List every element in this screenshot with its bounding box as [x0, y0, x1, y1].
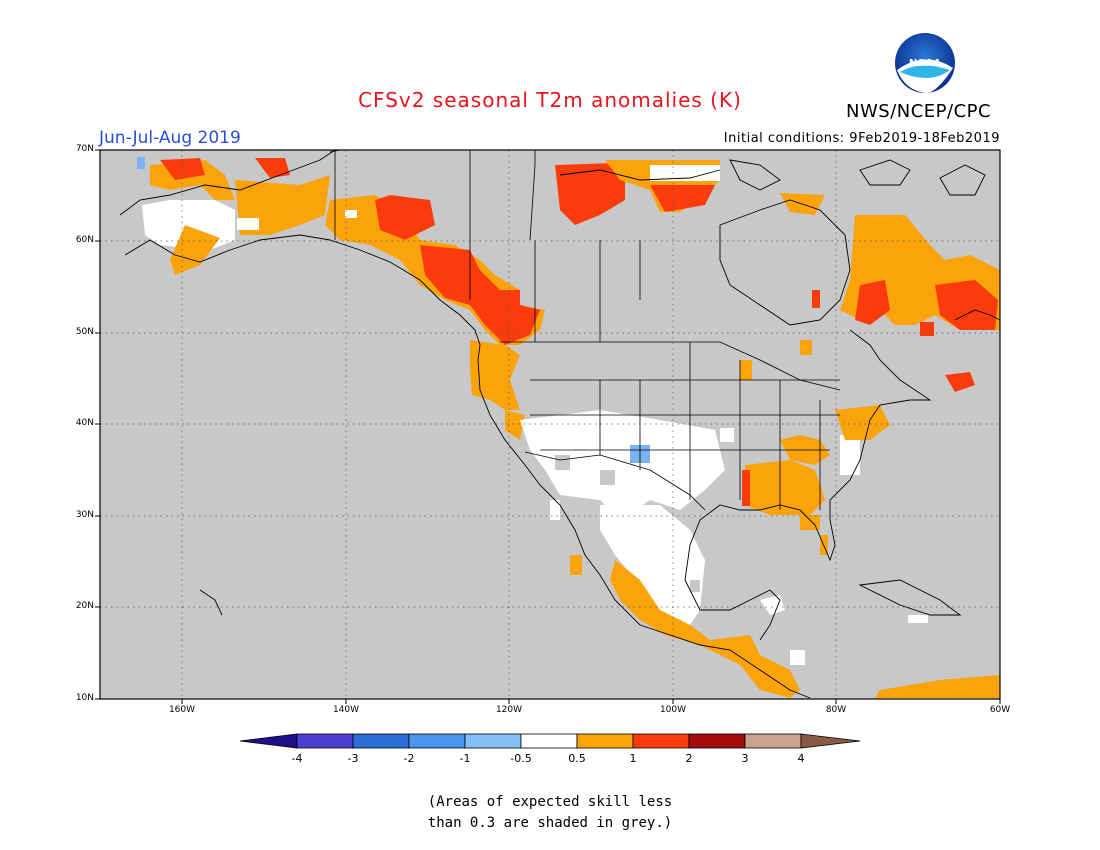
skill-note-line: (Areas of expected skill less: [427, 794, 673, 810]
lat-label: 40N: [75, 418, 94, 428]
season-label: Jun-Jul-Aug 2019: [99, 128, 241, 148]
chart-title: CFSv2 seasonal T2m anomalies (K): [358, 88, 742, 112]
lat-label: 20N: [75, 601, 94, 611]
us-west-coast-anomaly: [470, 340, 525, 440]
colorbar-tick: 0.5: [568, 752, 586, 765]
us-southwest-anomaly: [520, 410, 860, 625]
skill-note-line: than 0.3 are shaded in grey.): [427, 815, 673, 831]
coastlines: [119, 149, 1001, 699]
colorbar-tick: 2: [685, 752, 693, 765]
colorbar-tick: 3: [741, 752, 749, 765]
lat-label: 50N: [75, 327, 94, 337]
colorbar-tick: -1: [459, 752, 471, 765]
western-canada-anomaly: [325, 195, 545, 345]
colorbar-tick: -2: [403, 752, 415, 765]
colorbar-tick: -3: [347, 752, 359, 765]
political-borders: [329, 149, 841, 511]
skill-note: (Areas of expected skill less than 0.3 a…: [0, 792, 1100, 834]
mexico-anomaly: [570, 555, 1000, 698]
lon-label: 120W: [495, 705, 523, 715]
lon-label: 140W: [332, 705, 360, 715]
lat-label: 10N: [75, 693, 94, 703]
lon-label: 60W: [989, 705, 1011, 715]
organization-label: NWS/NCEP/CPC: [846, 101, 992, 122]
colorbar-tick: 4: [797, 752, 805, 765]
colorbar-tick: 1: [629, 752, 637, 765]
eastern-canada-anomaly: [812, 215, 1000, 392]
lon-label: 80W: [825, 705, 847, 715]
alaska-anomaly: [137, 157, 330, 275]
lat-label: 70N: [75, 144, 94, 154]
lon-label: 100W: [659, 705, 687, 715]
graticule: [100, 150, 1000, 699]
lat-label: 60N: [75, 235, 94, 245]
initial-conditions-label: Initial conditions: 9Feb2019-18Feb2019: [723, 131, 1000, 146]
lat-label: 30N: [75, 510, 94, 520]
lon-label: 160W: [168, 705, 196, 715]
colorbar-tick: -4: [291, 752, 303, 765]
colorbar-tick: -0.5: [510, 752, 532, 765]
